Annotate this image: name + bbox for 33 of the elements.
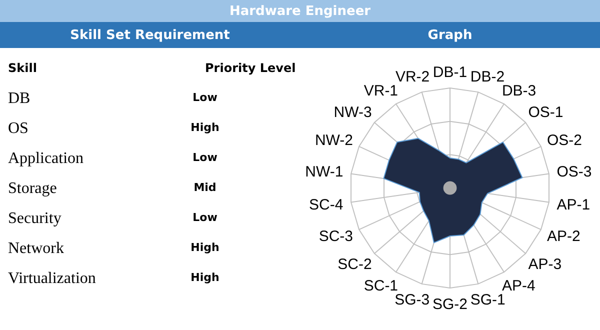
text: High xyxy=(190,271,220,284)
spoke-label: SC-4 xyxy=(309,196,344,214)
chart-title: Graph xyxy=(428,28,472,43)
text: Low xyxy=(192,91,218,104)
text: Low xyxy=(192,151,218,164)
text: Security xyxy=(8,210,62,227)
spoke-label: SC-2 xyxy=(338,256,372,273)
text: Low xyxy=(192,211,218,224)
text: High xyxy=(190,241,220,254)
text: Hardware Engineer xyxy=(229,4,372,19)
text: Virtualization xyxy=(8,270,96,287)
text: Application xyxy=(8,150,84,167)
text: Skill Set Requirement xyxy=(70,28,230,43)
text: Priority Level xyxy=(205,61,296,75)
spoke-label: NW-1 xyxy=(305,163,344,180)
text: Mid xyxy=(194,181,216,194)
spoke-label: AP-3 xyxy=(528,256,562,273)
spoke-label: OS-1 xyxy=(528,104,564,122)
spoke-label: OS-2 xyxy=(546,132,582,149)
text: Storage xyxy=(8,180,57,197)
spoke-label: OS-3 xyxy=(556,163,592,180)
text: Network xyxy=(8,240,64,257)
spoke-label: SC-3 xyxy=(318,228,354,246)
spoke-label: AP-2 xyxy=(546,228,580,246)
text: OS xyxy=(8,120,28,137)
spoke-label: SG-2 xyxy=(432,296,468,313)
spoke-label: NW-2 xyxy=(314,132,354,149)
spoke-label: AP-1 xyxy=(556,196,590,214)
text: High xyxy=(190,121,220,134)
spoke-label: DB-1 xyxy=(432,64,468,81)
text: Skill xyxy=(8,61,37,75)
spoke-label: NW-3 xyxy=(334,104,372,122)
text: DB xyxy=(8,90,30,107)
